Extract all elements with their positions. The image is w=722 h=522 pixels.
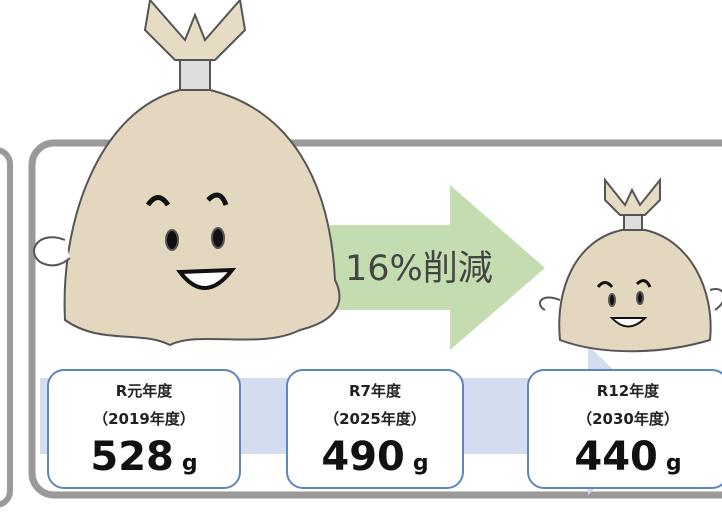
- year-label: R元年度: [116, 382, 174, 400]
- amount: 490: [321, 434, 405, 480]
- year-sublabel: （2025年度）: [324, 410, 426, 428]
- unit: g: [413, 451, 429, 476]
- reduction-label: 16%削減: [345, 249, 493, 289]
- infographic: 16%削減 R元年度 （2019年度） 528 g R7年度 （2025年度） 490 g R1…: [0, 0, 722, 522]
- amount: 440: [574, 434, 658, 480]
- year-label: R7年度: [349, 382, 402, 400]
- year-label: R12年度: [597, 382, 660, 400]
- year-sublabel: （2019年度）: [93, 410, 195, 428]
- left-frame: [0, 150, 10, 505]
- year-sublabel: （2030年度）: [577, 410, 679, 428]
- unit: g: [182, 451, 198, 476]
- amount: 528: [90, 434, 174, 480]
- page: 16%削減 R元年度 （2019年度） 528 g R7年度 （2025年度） 490 g R1…: [0, 0, 722, 522]
- year-boxes: R元年度 （2019年度） 528 g R7年度 （2025年度） 490 g R12年度 （20…: [48, 370, 722, 488]
- unit: g: [666, 451, 682, 476]
